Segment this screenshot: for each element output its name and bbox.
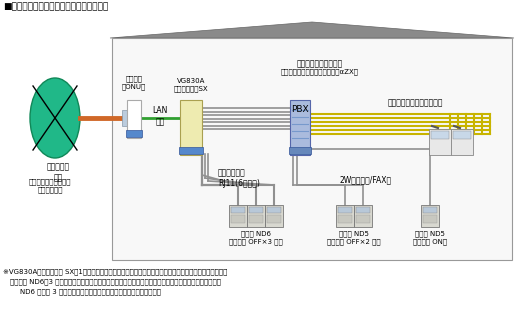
Text: ナンバーディスプレイ
サービス加入: ナンバーディスプレイ サービス加入	[29, 178, 71, 193]
Bar	[421, 205, 439, 227]
Bar	[180, 100, 202, 155]
Bar	[126, 130, 142, 137]
Text: 2W　複合機/FAX線: 2W 複合機/FAX線	[340, 175, 392, 184]
Bar	[423, 207, 437, 213]
Bar	[179, 147, 203, 154]
Text: 光ファイバ
回線: 光ファイバ 回線	[46, 162, 70, 183]
Bar	[267, 215, 281, 223]
Bar	[429, 129, 451, 155]
Bar	[231, 207, 245, 213]
Bar	[453, 131, 471, 139]
Bar	[356, 207, 370, 213]
Text: アロハ ND5
（タイプ OFF×2 台）: アロハ ND5 （タイプ OFF×2 台）	[327, 230, 381, 245]
Bar	[289, 147, 311, 154]
Bar	[338, 215, 352, 223]
Text: （アロハ ND6　3 台は、ビジネスフォンが鳴動する前に掛かってきた電話番号を表示する。また、アロハ: （アロハ ND6 3 台は、ビジネスフォンが鳴動する前に掛かってきた電話番号を表…	[10, 278, 221, 285]
Text: ビジネスフォン用ケーブル: ビジネスフォン用ケーブル	[387, 98, 443, 107]
Bar	[127, 100, 141, 138]
Bar	[112, 38, 512, 260]
Polygon shape	[110, 22, 514, 38]
Bar	[249, 207, 263, 213]
Bar	[229, 205, 247, 227]
Bar	[247, 205, 265, 227]
Text: 終端装置
（ONU）: 終端装置 （ONU）	[122, 75, 146, 90]
Text: ビジネスフォン主装置: ビジネスフォン主装置	[297, 59, 343, 68]
Bar	[356, 215, 370, 223]
Bar	[267, 207, 281, 213]
Text: VG830A
ゲートウェイSX: VG830A ゲートウェイSX	[174, 78, 208, 92]
Bar	[231, 215, 245, 223]
Text: ND6 接続の 3 回線は、同時着信時も全ての回線で番号表示をする）: ND6 接続の 3 回線は、同時着信時も全ての回線で番号表示をする）	[20, 288, 161, 294]
Bar	[423, 215, 437, 223]
Bar	[336, 205, 354, 227]
Text: （スマートネットコミュニティαZX）: （スマートネットコミュニティαZX）	[281, 68, 359, 75]
Bar	[431, 131, 449, 139]
Ellipse shape	[30, 78, 80, 158]
Bar	[354, 205, 372, 227]
Bar	[122, 110, 127, 126]
Text: アロハ ND5
（タイプ ON）: アロハ ND5 （タイプ ON）	[413, 230, 447, 245]
Text: アロハ ND6
（タイプ OFF×3 台）: アロハ ND6 （タイプ OFF×3 台）	[229, 230, 283, 245]
Bar	[249, 215, 263, 223]
Bar	[451, 129, 473, 155]
Text: ■ビジネスフォン使用時のアロハ接続実績: ■ビジネスフォン使用時のアロハ接続実績	[3, 2, 108, 11]
Text: LAN
接続: LAN 接続	[152, 106, 168, 126]
Text: ※VG830Aゲートウェイ SX「1」にて、アナログ信号に変換しビジネスフォン主装置の手前でアロハを接続: ※VG830Aゲートウェイ SX「1」にて、アナログ信号に変換しビジネスフォン主…	[3, 268, 228, 275]
Text: PBX: PBX	[291, 105, 309, 114]
Bar	[290, 100, 310, 155]
Text: 電話ケーブル
RJ11(6極２芯): 電話ケーブル RJ11(6極２芯)	[218, 168, 260, 188]
Bar	[338, 207, 352, 213]
Bar	[265, 205, 283, 227]
